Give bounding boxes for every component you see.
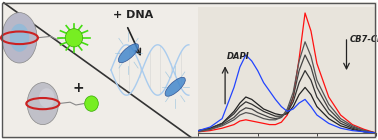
- Text: DAPI: DAPI: [227, 52, 249, 61]
- Ellipse shape: [165, 77, 185, 96]
- Text: CB7-CF: CB7-CF: [349, 35, 378, 44]
- Ellipse shape: [65, 29, 83, 47]
- Ellipse shape: [2, 13, 37, 63]
- Ellipse shape: [39, 88, 54, 108]
- Ellipse shape: [27, 83, 58, 125]
- Text: +: +: [72, 81, 84, 95]
- Ellipse shape: [118, 44, 139, 63]
- Text: + DNA: + DNA: [113, 10, 153, 20]
- Ellipse shape: [10, 24, 29, 52]
- Ellipse shape: [85, 96, 98, 111]
